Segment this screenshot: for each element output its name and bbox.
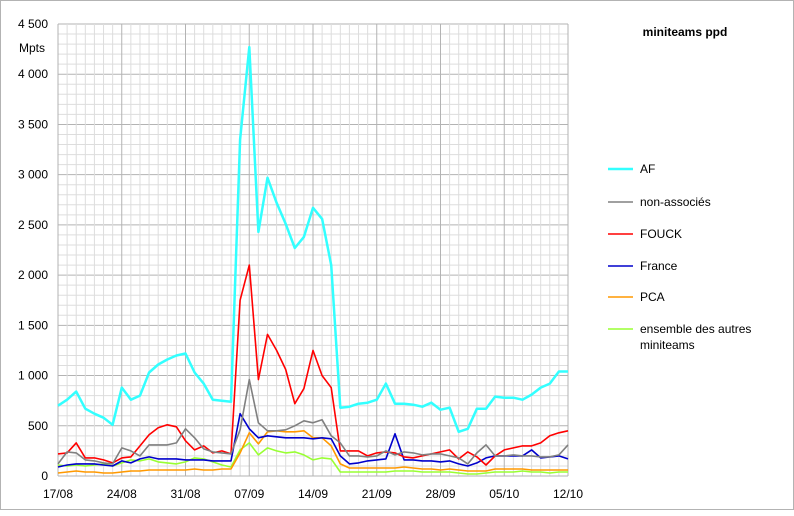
chart-title: miniteams ppd	[643, 25, 728, 39]
y-tick-label: 1 000	[18, 369, 48, 383]
series-line-pca	[57, 429, 568, 474]
grid	[57, 23, 569, 477]
legend-label: PCA	[640, 290, 665, 304]
y-tick-label: 3 000	[18, 168, 48, 182]
x-tick-label: 14/09	[298, 487, 328, 501]
x-tick-label: 28/09	[425, 487, 455, 501]
legend-label: France	[640, 259, 678, 273]
series-lines	[57, 45, 569, 475]
legend-label: non-associés	[640, 195, 711, 209]
y-tick-label: 500	[28, 419, 48, 433]
x-tick-label: 07/09	[234, 487, 264, 501]
y-tick-label: 3 500	[18, 117, 48, 131]
x-tick-label: 31/08	[170, 487, 200, 501]
y-tick-label: 1 500	[18, 318, 48, 332]
y-tick-label: 2 000	[18, 268, 48, 282]
legend-label: AF	[640, 162, 655, 176]
legend-label: FOUCK	[640, 227, 682, 241]
x-tick-label: 21/09	[362, 487, 392, 501]
series-line-af	[57, 45, 568, 434]
y-tick-label: 2 500	[18, 218, 48, 232]
legend-label: ensemble des autres miniteams	[640, 322, 751, 352]
y-tick-label: 4 000	[18, 67, 48, 81]
series-line-france	[57, 412, 569, 468]
legend: AF non-associés FOUCK France PCA ensemble des…	[608, 162, 751, 352]
series-line-non-associ-s	[57, 378, 569, 465]
x-tick-label: 05/10	[489, 487, 519, 501]
axes: 0 500 1 000 1 500 2 000 2 500 3 000 3 500 4 000 4…	[18, 17, 583, 501]
y-axis-label: Mpts	[19, 41, 45, 55]
y-tick-label: 0	[41, 469, 48, 483]
x-tick-label: 24/08	[107, 487, 137, 501]
x-tick-label: 17/08	[43, 487, 73, 501]
x-tick-label: 12/10	[553, 487, 583, 501]
series-line-fouck	[57, 264, 569, 466]
series-line-ensemble-des-autres-miniteams	[57, 442, 568, 475]
y-tick-label: 4 500	[18, 17, 48, 31]
